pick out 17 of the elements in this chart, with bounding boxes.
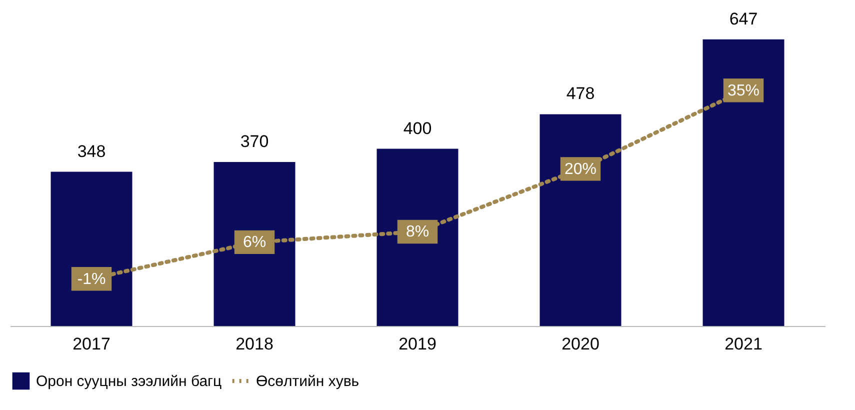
x-tick-label: 2020 [562, 334, 600, 354]
x-tick-label: 2018 [236, 334, 274, 354]
bar [702, 39, 784, 326]
bar [376, 148, 458, 326]
data-label: 370 [240, 132, 269, 152]
x-tick-label: 2021 [724, 334, 762, 354]
legend-label: Орон сууцны зээлийн багц [36, 373, 222, 390]
data-label: 647 [729, 9, 758, 28]
data-label: 348 [77, 142, 106, 161]
legend-label: Өсөлтийн хувь [256, 373, 360, 390]
data-label: 478 [566, 84, 595, 104]
x-tick-label: 2017 [72, 334, 110, 354]
data-label: 400 [403, 118, 432, 138]
x-tick-label: 2019 [398, 334, 436, 354]
bar [214, 162, 296, 326]
bar [540, 114, 622, 326]
bar [50, 172, 132, 326]
